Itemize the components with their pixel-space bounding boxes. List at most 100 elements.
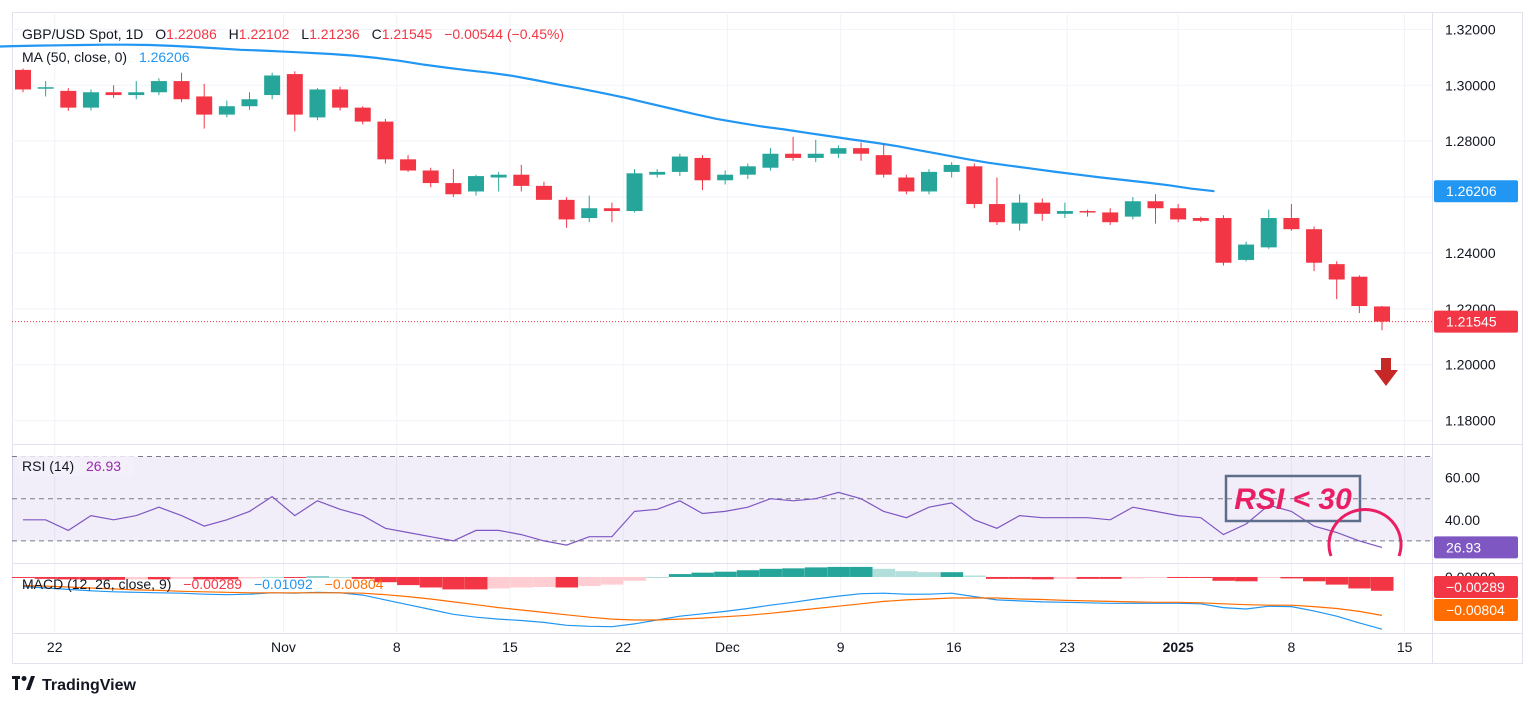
macd-hist-bar — [691, 572, 714, 577]
candle-body — [1374, 306, 1390, 322]
candle-body — [309, 89, 326, 118]
macd-hist-bar — [193, 576, 216, 580]
tradingview-logo-icon — [12, 676, 36, 695]
macd-hist-bar — [1053, 576, 1077, 579]
candle — [445, 169, 462, 198]
macd-hist-bar — [329, 576, 352, 578]
candle — [264, 72, 281, 100]
candle — [1215, 215, 1232, 266]
macd-hist-bar — [714, 571, 737, 577]
candle-body — [1283, 218, 1300, 230]
macd-hist-bar — [985, 576, 1009, 579]
candle — [1079, 209, 1096, 217]
candle — [1374, 305, 1390, 331]
candle-body — [1215, 218, 1232, 263]
candle — [785, 136, 802, 161]
candle — [1192, 216, 1209, 223]
rsi-legend-label: RSI (14) — [22, 458, 74, 474]
macd-hist-bar — [1076, 576, 1100, 579]
macd-hist-bar — [419, 576, 443, 588]
macd-hist-bar — [487, 576, 511, 589]
candle-body — [626, 173, 643, 212]
macd-hist-bar — [1144, 576, 1167, 578]
time-tick-label: 22 — [47, 639, 63, 655]
macd-hist-bar — [736, 570, 760, 577]
annotation-box[interactable] — [1224, 474, 1362, 523]
macd-hist-bar — [147, 576, 171, 580]
candle-body — [1238, 244, 1255, 260]
price-tick-label: 1.20000 — [1445, 357, 1496, 373]
candle-body — [60, 90, 77, 108]
rsi-legend-value: 26.93 — [86, 458, 121, 474]
candle — [581, 195, 598, 223]
candle-body — [558, 199, 575, 220]
macd-hist-bar — [351, 576, 375, 579]
brand[interactable]: TradingView — [12, 676, 136, 695]
macd-hist-bar — [1303, 576, 1326, 582]
time-tick-label: 8 — [1288, 639, 1296, 655]
macd-histogram — [12, 566, 1394, 591]
time-tick-label: 23 — [1059, 639, 1075, 655]
macd-hist-bar — [668, 574, 692, 577]
chart-frame — [12, 12, 1523, 664]
rsi-axis[interactable]: 60.00 40.00 26.93 — [1434, 470, 1518, 559]
candle — [1328, 261, 1345, 300]
candle — [921, 169, 937, 195]
candle-body — [400, 159, 417, 171]
macd-hist-bar — [170, 576, 194, 579]
macd-hist-bar — [759, 568, 782, 577]
candle — [853, 142, 870, 161]
candle — [1124, 197, 1141, 220]
ma-legend-value: 1.26206 — [139, 49, 190, 65]
candle — [286, 71, 303, 132]
candle-body — [1034, 202, 1051, 214]
macd-axis[interactable]: 0.00000−0.00289−0.00804 — [1434, 569, 1518, 621]
time-tick-label: 2025 — [1163, 639, 1194, 655]
macd-hist-bar — [555, 576, 579, 588]
candle — [1260, 209, 1277, 249]
candle — [807, 139, 824, 163]
candle — [717, 170, 734, 185]
candle — [1351, 275, 1368, 314]
candle-body — [1170, 208, 1187, 220]
time-tick-label: 8 — [393, 639, 401, 655]
candle-body — [807, 153, 824, 158]
time-axis[interactable]: 22 Nov 8 15 22 Dec 9 16 23 2025 8 15 — [47, 639, 1413, 655]
candle — [400, 155, 417, 172]
price-tick-label: 1.32000 — [1445, 21, 1496, 37]
ma50-line — [0, 43, 1215, 193]
signal-line — [22, 585, 1383, 621]
candle-body — [286, 74, 303, 115]
price-tick-label: 1.28000 — [1445, 133, 1496, 149]
ma50-layer — [0, 43, 1215, 193]
candle-body — [377, 121, 394, 160]
candle-body — [105, 92, 122, 96]
candle-body — [1328, 264, 1345, 280]
candle-body — [1102, 212, 1119, 223]
main-legend[interactable]: GBP/USD Spot, 1D O1.22086 H1.22102 L1.21… — [22, 26, 564, 65]
close-value: 1.21545 — [382, 26, 433, 42]
time-tick-label: Dec — [715, 639, 740, 655]
candle-body — [37, 87, 54, 89]
rsi-levels — [12, 456, 1432, 542]
rsi-tick-label: 60.00 — [1445, 470, 1480, 486]
price-axis[interactable]: 1.320001.300001.280001.240001.220001.200… — [1434, 21, 1518, 429]
macd-hist-bar — [1121, 576, 1145, 579]
macd-hist-bar — [238, 576, 261, 579]
candle-body — [762, 153, 779, 168]
macd-legend[interactable]: MACD (12, 26, close, 9) −0.00289 −0.0109… — [22, 576, 384, 592]
time-tick-label: 16 — [946, 639, 962, 655]
candle — [762, 148, 779, 171]
candle — [1056, 202, 1073, 219]
rsi-legend[interactable]: RSI (14) 26.93 — [18, 456, 134, 476]
macd-signal-tag-bg — [1434, 599, 1518, 621]
candle — [603, 202, 620, 223]
candle — [150, 78, 167, 96]
macd-hist-bar — [600, 576, 624, 585]
macd-hist-bar — [57, 576, 80, 580]
candle — [15, 68, 31, 93]
macd-hist-bar — [215, 576, 239, 580]
open-value: 1.22086 — [166, 26, 217, 42]
candles — [15, 68, 1390, 331]
